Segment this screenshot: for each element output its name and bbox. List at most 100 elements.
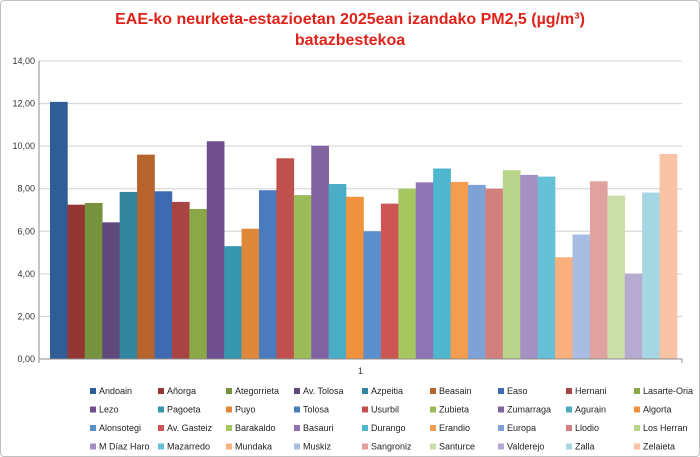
legend-label: Valderejo <box>507 442 544 452</box>
legend-label: Usurbil <box>371 405 399 415</box>
legend-swatch <box>498 406 504 413</box>
legend-label: Zumarraga <box>507 405 551 415</box>
legend-label: Lezo <box>99 405 119 415</box>
bar-easo <box>154 191 173 359</box>
legend-swatch <box>294 443 300 450</box>
bar-av-gasteiz <box>380 203 399 359</box>
bar-algorta <box>346 196 364 359</box>
legend-label: Lasarte-Oria <box>643 386 693 396</box>
legend-swatch <box>90 388 96 394</box>
legend-swatch <box>498 388 504 394</box>
y-tick-label: 6,00 <box>17 226 35 236</box>
axes: 1 <box>38 61 683 376</box>
legend-swatch <box>158 406 164 413</box>
legend-label: Azpeitia <box>371 386 403 396</box>
legend-swatch <box>226 406 232 413</box>
bar-los-herran <box>502 170 521 359</box>
legend-label: Erandio <box>439 423 470 433</box>
legend-label: Muskiz <box>303 442 332 452</box>
bar-zubieta <box>293 195 312 359</box>
bar-m-d-az-haro <box>520 174 538 359</box>
legend-label: Zalla <box>575 442 595 452</box>
bar-basauri <box>415 182 434 359</box>
bar-durango <box>433 168 451 359</box>
legend-label: Llodio <box>575 423 599 433</box>
y-axis-tick-labels: 0,00 2,00 4,00 6,00 8,00 10,00 12,00 14,00 <box>12 56 35 364</box>
y-tick-label: 2,00 <box>17 311 35 321</box>
legend-swatch <box>226 388 232 394</box>
bars <box>50 101 678 360</box>
bar-hernani <box>171 201 190 359</box>
legend-swatch <box>294 425 300 431</box>
legend-swatch <box>158 388 164 394</box>
legend-label: Los Herran <box>643 423 688 433</box>
legend-label: Durango <box>371 423 406 433</box>
legend-label: Zelaieta <box>643 442 675 452</box>
legend-swatch <box>362 406 368 413</box>
legend-label: Av. Tolosa <box>303 386 344 396</box>
chart-title-line-2: batazbestekoa <box>294 32 406 49</box>
legend-label: Hernani <box>575 386 607 396</box>
legend-swatch <box>566 406 572 413</box>
legend-label: Alonsotegi <box>99 423 141 433</box>
legend-label: Ategorrieta <box>235 386 279 396</box>
legend: Andoain Añorga Ategorrieta Av. Tolosa Azpeit… <box>90 386 693 452</box>
legend-swatch <box>566 443 572 450</box>
legend-swatch <box>158 443 164 450</box>
legend-swatch <box>362 443 368 450</box>
legend-swatch <box>566 425 572 431</box>
legend-label: Pagoeta <box>167 405 201 415</box>
legend-swatch <box>158 425 164 431</box>
legend-label: Tolosa <box>303 405 329 415</box>
y-tick-label: 12,00 <box>12 99 35 109</box>
bar-alonsotegi <box>363 231 382 359</box>
legend-label: Añorga <box>167 386 196 396</box>
legend-swatch <box>362 388 368 394</box>
legend-label: Sangroniz <box>371 442 412 452</box>
legend-swatch <box>90 443 96 450</box>
legend-label: Europa <box>507 423 536 433</box>
legend-label: Puyo <box>235 405 256 415</box>
legend-label: M Díaz Haro <box>99 442 150 452</box>
legend-label: Zubieta <box>439 405 469 415</box>
legend-label: Agurain <box>575 405 606 415</box>
bar-mazarredo <box>537 176 556 359</box>
bar-europa <box>468 184 486 359</box>
bar-mundaka <box>555 257 573 359</box>
legend-label: Mundaka <box>235 442 272 452</box>
legend-swatch <box>430 406 436 413</box>
y-tick-label: 8,00 <box>17 184 35 194</box>
bar-lasarte-oria <box>189 208 208 359</box>
bar-tolosa <box>259 190 277 359</box>
bar-sangroniz <box>589 181 608 359</box>
legend-swatch <box>498 425 504 431</box>
bar-ategorrieta <box>84 202 103 359</box>
legend-label: Andoain <box>99 386 132 396</box>
legend-swatch <box>430 388 436 394</box>
chart-title: EAE-ko neurketa-estazioetan 2025ean izan… <box>115 11 585 28</box>
bar-azpeitia <box>119 191 138 359</box>
bar-zelaieta <box>659 154 678 359</box>
legend-label: Barakaldo <box>235 423 276 433</box>
y-tick-label: 10,00 <box>12 141 35 151</box>
legend-label: Basauri <box>303 423 334 433</box>
legend-label: Av. Gasteiz <box>167 423 213 433</box>
legend-label: Easo <box>507 386 528 396</box>
legend-swatch <box>294 388 300 394</box>
legend-swatch <box>226 443 232 450</box>
legend-swatch <box>430 425 436 431</box>
bar-llodio <box>485 188 504 359</box>
bar-santurce <box>607 195 626 359</box>
legend-label: Beasain <box>439 386 472 396</box>
bar-zalla <box>642 192 660 359</box>
bar-agurain <box>328 184 347 359</box>
y-tick-label: 14,00 <box>12 56 35 66</box>
y-tick-label: 4,00 <box>17 269 35 279</box>
legend-swatch <box>634 406 640 413</box>
legend-swatch <box>498 443 504 450</box>
bar-lezo <box>206 141 225 359</box>
legend-label: Mazarredo <box>167 442 210 452</box>
legend-swatch <box>294 406 300 413</box>
bar-beasain <box>137 154 155 359</box>
